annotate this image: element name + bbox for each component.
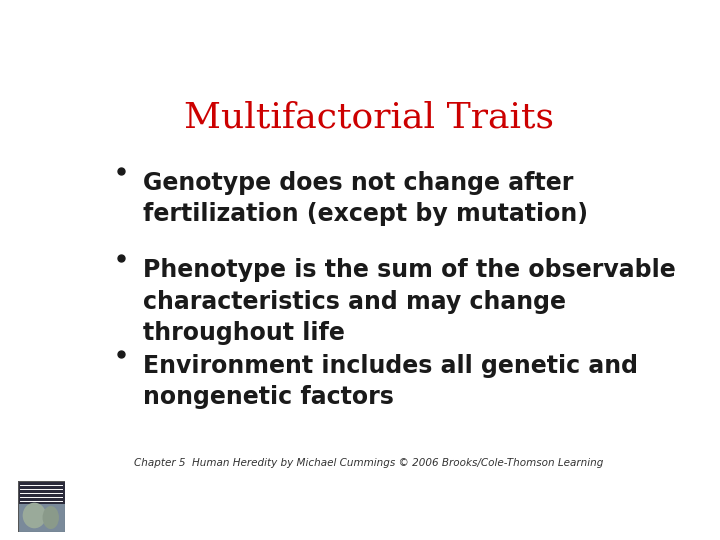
Text: Multifactorial Traits: Multifactorial Traits	[184, 100, 554, 134]
Bar	[18, 504, 65, 532]
Text: Phenotype is the sum of the observable
characteristics and may change
throughout: Phenotype is the sum of the observable c…	[143, 258, 676, 346]
Bar	[18, 481, 65, 504]
Ellipse shape	[22, 503, 46, 528]
Ellipse shape	[42, 506, 59, 529]
Text: Environment includes all genetic and
nongenetic factors: Environment includes all genetic and non…	[143, 354, 638, 409]
Text: Chapter 5  Human Heredity by Michael Cummings © 2006 Brooks/Cole-Thomson Learnin: Chapter 5 Human Heredity by Michael Cumm…	[135, 458, 603, 468]
Text: Genotype does not change after
fertilization (except by mutation): Genotype does not change after fertiliza…	[143, 171, 588, 226]
